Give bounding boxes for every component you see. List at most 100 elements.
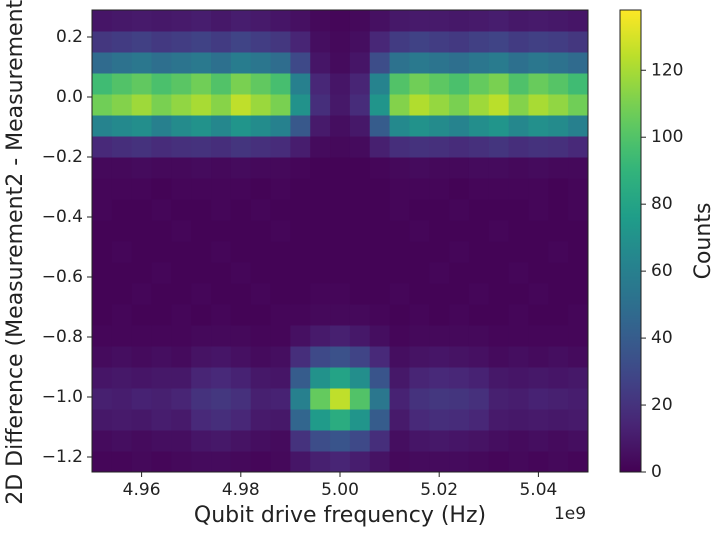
heatmap-cell (508, 136, 529, 158)
heatmap-cell (310, 262, 331, 284)
heatmap-cell (191, 325, 212, 347)
heatmap-cell (429, 430, 450, 452)
heatmap-cell (508, 73, 529, 95)
heatmap-cell (191, 115, 212, 137)
heatmap-cell (330, 325, 351, 347)
heatmap-cell (151, 199, 172, 221)
heatmap-cell (449, 157, 470, 179)
heatmap-cell (310, 451, 331, 473)
heatmap-cell (171, 52, 192, 74)
heatmap-cell (211, 52, 232, 74)
heatmap-cell (250, 388, 272, 410)
heatmap-cell (369, 31, 391, 53)
x-tick-label: 5.00 (321, 480, 359, 500)
heatmap-cell (250, 115, 272, 137)
heatmap-cell (369, 94, 391, 116)
heatmap-cell (171, 178, 192, 200)
heatmap-cell (230, 199, 252, 221)
heatmap-cell (568, 367, 589, 389)
heatmap-cell (449, 325, 470, 347)
heatmap-cell (429, 199, 450, 221)
heatmap-cell (111, 409, 133, 431)
heatmap-cell (270, 346, 291, 368)
heatmap-cell (171, 388, 192, 410)
heatmap-cell (468, 94, 490, 116)
heatmap-cell (290, 199, 311, 221)
heatmap-cell (310, 157, 331, 179)
heatmap-cell (250, 220, 272, 242)
heatmap-cell (488, 199, 510, 221)
heatmap-cell (250, 31, 272, 53)
heatmap-cell (429, 115, 450, 137)
heatmap-cell (548, 52, 569, 74)
heatmap-cell (330, 388, 351, 410)
heatmap-cell (92, 346, 113, 368)
heatmap-cell (92, 136, 113, 158)
heatmap-cell (389, 451, 410, 473)
heatmap-cell (409, 10, 430, 32)
heatmap-cell (548, 367, 569, 389)
heatmap-cell (468, 31, 490, 53)
heatmap-cell (111, 199, 133, 221)
heatmap-cell (111, 283, 133, 305)
heatmap-cell (230, 262, 252, 284)
heatmap-cell (568, 430, 589, 452)
heatmap-cell (568, 388, 589, 410)
heatmap-cell (468, 325, 490, 347)
heatmap-cell (230, 52, 252, 74)
heatmap-cell (111, 241, 133, 263)
heatmap-cell (389, 94, 410, 116)
heatmap-cell (548, 451, 569, 473)
heatmap-cell (568, 346, 589, 368)
colorbar-tick-label: 0 (651, 462, 662, 482)
heatmap-cell (151, 262, 172, 284)
heatmap-cell (111, 136, 133, 158)
heatmap-cell (568, 220, 589, 242)
heatmap-cell (250, 136, 272, 158)
heatmap-cell (171, 304, 192, 326)
heatmap-cell (528, 451, 549, 473)
heatmap-cell (488, 178, 510, 200)
heatmap-cell (468, 157, 490, 179)
heatmap-cell (191, 220, 212, 242)
heatmap-cell (211, 94, 232, 116)
heatmap-cell (429, 241, 450, 263)
heatmap-cell (171, 10, 192, 32)
heatmap-cell (270, 241, 291, 263)
heatmap-cell (528, 241, 549, 263)
heatmap-cell (310, 283, 331, 305)
heatmap-cell (508, 178, 529, 200)
heatmap-cell (389, 220, 410, 242)
heatmap-cell (409, 157, 430, 179)
heatmap-cell (349, 10, 371, 32)
heatmap-cell (409, 430, 430, 452)
heatmap-cell (568, 136, 589, 158)
heatmap-cell (508, 157, 529, 179)
y-tick-label: −0.8 (42, 327, 83, 347)
heatmap-cell (151, 10, 172, 32)
heatmap-cell (330, 94, 351, 116)
heatmap-cell (290, 262, 311, 284)
heatmap-cell (409, 367, 430, 389)
heatmap-cell (92, 409, 113, 431)
heatmap-cell (528, 430, 549, 452)
heatmap-cell (429, 94, 450, 116)
heatmap-cell (92, 388, 113, 410)
heatmap-cell (369, 367, 391, 389)
heatmap-cell (508, 346, 529, 368)
heatmap-cell (568, 178, 589, 200)
heatmap-cell (548, 157, 569, 179)
heatmap-cell (191, 388, 212, 410)
heatmap-cell (449, 388, 470, 410)
heatmap-cell (488, 283, 510, 305)
heatmap-cell (488, 136, 510, 158)
heatmap-cell (131, 304, 153, 326)
heatmap-cell (131, 430, 153, 452)
heatmap-cell (92, 94, 113, 116)
heatmap-cell (171, 73, 192, 95)
heatmap-cell (310, 136, 331, 158)
heatmap-cell (111, 31, 133, 53)
heatmap-cell (409, 241, 430, 263)
heatmap-cell (290, 388, 311, 410)
